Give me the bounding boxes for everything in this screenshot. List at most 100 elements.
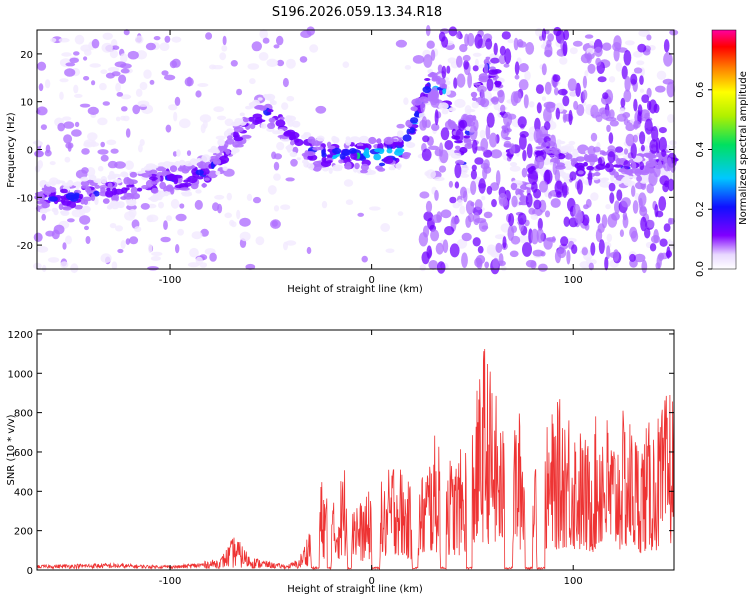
heatmap-cell <box>486 78 494 92</box>
heatmap-cell <box>462 54 471 62</box>
heatmap-cell <box>639 161 645 171</box>
heatmap-cell <box>613 164 624 168</box>
heatmap-cell <box>290 140 295 146</box>
heatmap-cell <box>316 135 325 142</box>
heatmap-cell <box>571 244 578 255</box>
heatmap-cell <box>376 138 382 145</box>
heatmap-cell <box>163 74 176 81</box>
heatmap-cell <box>110 200 118 205</box>
y-tick-label: 0 <box>27 146 33 157</box>
heatmap-cell <box>656 70 667 81</box>
heatmap-cell <box>624 40 635 46</box>
heatmap-cell <box>590 192 599 201</box>
heatmap-cell <box>327 145 336 150</box>
heatmap-cell <box>254 117 263 124</box>
heatmap-cell <box>303 132 312 138</box>
heatmap-cell <box>137 187 143 192</box>
heatmap-cell <box>539 180 548 193</box>
heatmap-cell <box>598 239 605 255</box>
heatmap-cell <box>423 54 433 68</box>
heatmap-cell <box>464 33 470 47</box>
heatmap-cell <box>484 261 490 269</box>
heatmap-cell <box>273 161 280 171</box>
heatmap-cell <box>509 250 519 258</box>
heatmap-cell <box>480 138 489 152</box>
heatmap-cell <box>533 188 542 199</box>
heatmap-cell <box>83 56 88 61</box>
heatmap-cell <box>191 231 203 240</box>
heatmap-cell <box>474 33 483 49</box>
heatmap-cell <box>364 147 370 155</box>
heatmap-cell <box>519 133 527 150</box>
heatmap-cell <box>514 74 520 80</box>
heatmap-cell <box>500 128 509 140</box>
heatmap-cell <box>385 248 395 254</box>
heatmap-cell <box>481 195 486 201</box>
heatmap-cell <box>535 84 544 94</box>
heatmap-cell <box>484 63 489 75</box>
heatmap-cell <box>148 169 158 175</box>
figure-title: S196.2026.059.13.34.R18 <box>272 5 442 20</box>
heatmap-cell <box>36 200 47 205</box>
heatmap-cell <box>307 163 315 170</box>
heatmap-cell <box>69 57 79 63</box>
heatmap-cell <box>87 106 99 115</box>
heatmap-cell <box>204 177 210 181</box>
heatmap-cell <box>151 187 159 194</box>
heatmap-cell <box>84 225 89 231</box>
heatmap-cell <box>509 165 521 172</box>
heatmap-cell <box>419 119 427 131</box>
heatmap-cell <box>556 140 566 145</box>
heatmap-cell <box>410 106 418 112</box>
heatmap-cell <box>527 132 535 142</box>
heatmap-cell <box>594 46 603 57</box>
heatmap-cell <box>100 176 108 184</box>
heatmap-cell <box>51 229 60 240</box>
heatmap-cell <box>345 199 354 205</box>
heatmap-cell <box>435 242 444 255</box>
heatmap-cell <box>271 220 278 227</box>
heatmap-cell <box>428 260 439 270</box>
heatmap-cell <box>433 176 445 182</box>
heatmap-cell <box>271 100 277 106</box>
x-tick-label: -100 <box>159 275 182 286</box>
heatmap-cell <box>536 102 542 114</box>
heatmap-cell <box>397 211 404 216</box>
heatmap-cell <box>71 129 82 137</box>
heatmap-cell <box>148 197 158 201</box>
heatmap-cell <box>453 77 458 89</box>
heatmap-cell <box>630 230 639 243</box>
heatmap-cell <box>218 144 224 152</box>
spectrogram-xlabel: Height of straight line (km) <box>287 284 423 295</box>
heatmap-cell <box>640 144 645 152</box>
x-tick-label: -100 <box>159 576 182 587</box>
heatmap-cell <box>655 262 661 270</box>
heatmap-cell <box>290 158 298 167</box>
heatmap-cell <box>457 199 463 207</box>
heatmap-cell <box>456 55 463 68</box>
heatmap-cell <box>88 174 97 181</box>
heatmap-cell <box>134 35 144 44</box>
heatmap-cell <box>71 209 84 218</box>
heatmap-cell <box>454 163 462 179</box>
heatmap-cell <box>149 164 159 169</box>
heatmap-cell <box>422 86 432 94</box>
snr-series-line <box>37 348 674 570</box>
heatmap-cell <box>97 117 108 126</box>
heatmap-cell <box>584 70 589 77</box>
heatmap-cell <box>286 95 295 102</box>
heatmap-cell <box>213 160 222 165</box>
heatmap-cell <box>285 240 297 246</box>
heatmap-cell <box>632 134 639 143</box>
heatmap-cell <box>530 260 537 270</box>
heatmap-cell <box>47 196 58 202</box>
heatmap-cell <box>419 191 430 199</box>
heatmap-cell <box>616 113 627 122</box>
heatmap-cell <box>544 210 551 218</box>
heatmap-cell <box>638 29 650 37</box>
heatmap-cell <box>50 38 57 43</box>
heatmap-cell <box>56 180 66 184</box>
heatmap-cell <box>64 156 71 163</box>
heatmap-cell <box>553 26 562 37</box>
heatmap-cell <box>420 98 426 113</box>
